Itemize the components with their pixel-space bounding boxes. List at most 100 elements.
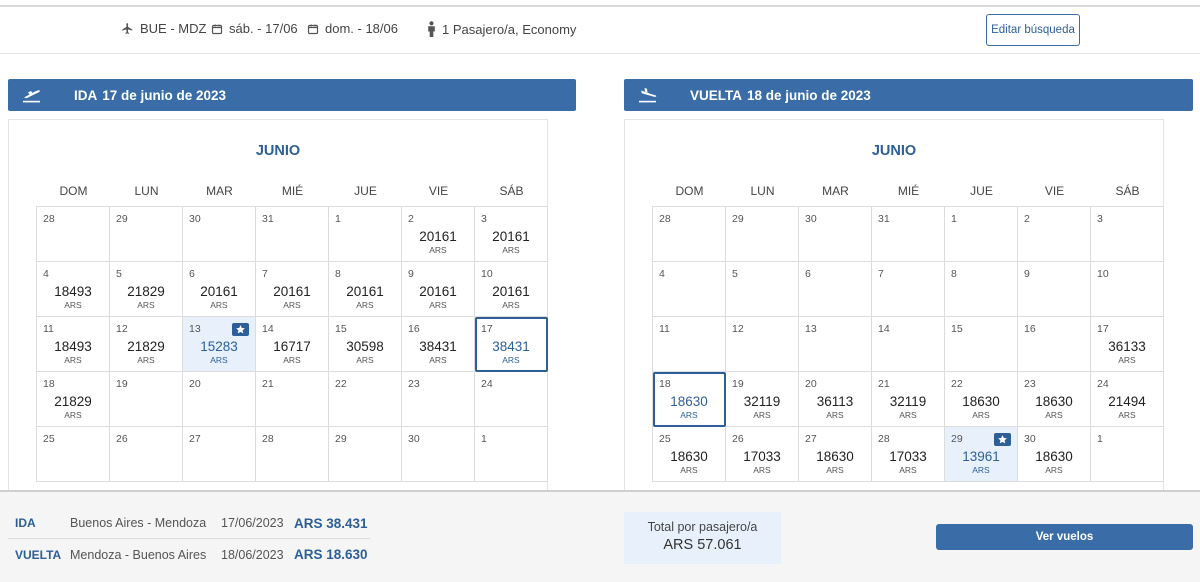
calendar-day-cell[interactable]: 9	[1018, 262, 1091, 317]
calendar-day-cell[interactable]: 25	[37, 427, 110, 482]
calendar-day-cell[interactable]: 28	[37, 207, 110, 262]
day-number: 23	[408, 378, 420, 390]
star-badge-icon	[994, 433, 1011, 446]
calendar-day-cell[interactable]: 7	[872, 262, 945, 317]
day-price: 38431	[492, 339, 530, 354]
calendar-day-cell[interactable]: 8	[945, 262, 1018, 317]
calendar-day-cell[interactable]: 10 20161 ARS	[475, 262, 548, 317]
calendar-day-cell[interactable]: 31	[872, 207, 945, 262]
calendar-day-cell[interactable]: 23	[402, 372, 475, 427]
calendar-day-cell[interactable]: 29	[110, 207, 183, 262]
calendar-day-cell[interactable]: 8 20161 ARS	[329, 262, 402, 317]
calendar-day-cell[interactable]: 20	[183, 372, 256, 427]
calendar-day-cell[interactable]: 12 21829 ARS	[110, 317, 183, 372]
return-leg-label: VUELTA	[690, 87, 742, 103]
calendar-day-cell[interactable]: 30	[799, 207, 872, 262]
calendar-day-cell[interactable]: 22	[329, 372, 402, 427]
calendar-day-cell[interactable]: 15 30598 ARS	[329, 317, 402, 372]
calendar-day-cell[interactable]: 27 18630 ARS	[799, 427, 872, 482]
calendar-day-cell[interactable]: 14 16717 ARS	[256, 317, 329, 372]
calendar-day-cell-selected[interactable]: 17 38431 ARS	[475, 317, 548, 372]
calendar-day-cell[interactable]: 16	[1018, 317, 1091, 372]
currency-label: ARS	[680, 465, 698, 475]
calendar-day-cell[interactable]: 6	[799, 262, 872, 317]
calendar-day-cell[interactable]: 10	[1091, 262, 1164, 317]
calendar-day-cell[interactable]: 24 21494 ARS	[1091, 372, 1164, 427]
calendar-day-cell[interactable]: 1	[1091, 427, 1164, 482]
route-text: BUE - MDZ	[140, 21, 207, 36]
day-number: 25	[659, 433, 671, 445]
calendar-day-cell[interactable]: 16 38431 ARS	[402, 317, 475, 372]
calendar-day-cell-best-price[interactable]: 29 13961 ARS	[945, 427, 1018, 482]
star-badge-icon	[232, 323, 249, 336]
view-flights-button[interactable]: Ver vuelos	[936, 524, 1193, 550]
calendar-day-cell[interactable]: 21	[256, 372, 329, 427]
calendar-day-cell[interactable]: 17 36133 ARS	[1091, 317, 1164, 372]
calendar-day-cell[interactable]: 7 20161 ARS	[256, 262, 329, 317]
calendar-day-cell[interactable]: 1	[945, 207, 1018, 262]
calendar-day-cell-best-price[interactable]: 13 15283 ARS	[183, 317, 256, 372]
calendar-day-cell[interactable]: 22 18630 ARS	[945, 372, 1018, 427]
calendar-day-cell[interactable]: 18 21829 ARS	[37, 372, 110, 427]
passengers-text: 1 Pasajero/a, Economy	[442, 21, 577, 37]
calendar-day-cell[interactable]: 24	[475, 372, 548, 427]
edit-search-button[interactable]: Editar búsqueda	[986, 14, 1080, 46]
landing-icon	[638, 87, 678, 103]
calendar-day-cell[interactable]: 13	[799, 317, 872, 372]
calendar-day-cell[interactable]: 31	[256, 207, 329, 262]
calendar-day-cell[interactable]: 1	[329, 207, 402, 262]
calendar-day-cell[interactable]: 28	[256, 427, 329, 482]
day-number: 26	[116, 433, 128, 445]
calendar-day-cell[interactable]: 25 18630 ARS	[653, 427, 726, 482]
day-number: 3	[1097, 213, 1103, 225]
day-price: 20161	[492, 284, 530, 299]
calendar-day-cell[interactable]: 5	[726, 262, 799, 317]
calendar-day-cell[interactable]: 4 18493 ARS	[37, 262, 110, 317]
calendar-day-cell[interactable]: 11	[653, 317, 726, 372]
calendar-day-cell[interactable]: 29	[329, 427, 402, 482]
return-month-title: JUNIO	[871, 143, 917, 159]
calendar-day-cell-selected[interactable]: 18 18630 ARS	[653, 372, 726, 427]
person-icon	[427, 21, 436, 37]
calendar-day-cell[interactable]: 20 36113 ARS	[799, 372, 872, 427]
calendar-day-cell[interactable]: 5 21829 ARS	[110, 262, 183, 317]
day-number: 1	[481, 433, 487, 445]
calendar-day-cell[interactable]: 21 32119 ARS	[872, 372, 945, 427]
calendar-day-cell[interactable]: 6 20161 ARS	[183, 262, 256, 317]
day-price: 32119	[743, 394, 781, 409]
calendar-day-cell[interactable]: 30 18630 ARS	[1018, 427, 1091, 482]
calendar-day-cell[interactable]: 30	[183, 207, 256, 262]
calendar-day-cell[interactable]: 1	[475, 427, 548, 482]
day-price: 18493	[54, 284, 92, 299]
calendar-day-cell[interactable]: 3 20161 ARS	[475, 207, 548, 262]
day-number: 27	[189, 433, 201, 445]
calendar-day-cell[interactable]: 4	[653, 262, 726, 317]
day-number: 3	[481, 213, 487, 225]
calendar-day-cell[interactable]: 3	[1091, 207, 1164, 262]
calendar-day-cell[interactable]: 27	[183, 427, 256, 482]
outbound-weekday-row: DOM LUN MAR MIÉ JUE VIE SÁB	[37, 184, 548, 198]
day-number: 30	[1024, 433, 1036, 445]
calendar-day-cell[interactable]: 2 20161 ARS	[402, 207, 475, 262]
calendar-day-cell[interactable]: 19 32119 ARS	[726, 372, 799, 427]
day-price: 20161	[346, 284, 384, 299]
calendar-day-cell[interactable]: 15	[945, 317, 1018, 372]
outbound-header: IDA 17 de junio de 2023	[8, 79, 576, 111]
calendar-day-cell[interactable]: 19	[110, 372, 183, 427]
calendar-day-cell[interactable]: 28	[653, 207, 726, 262]
calendar-day-cell[interactable]: 11 18493 ARS	[37, 317, 110, 372]
calendar-day-cell[interactable]: 2	[1018, 207, 1091, 262]
calendar-day-cell[interactable]: 23 18630 ARS	[1018, 372, 1091, 427]
currency-label: ARS	[1045, 410, 1063, 420]
summary-leg-label: IDA	[15, 516, 36, 530]
calendar-day-cell[interactable]: 30	[402, 427, 475, 482]
calendar-day-cell[interactable]: 9 20161 ARS	[402, 262, 475, 317]
calendar-day-cell[interactable]: 14	[872, 317, 945, 372]
calendar-day-cell[interactable]: 26	[110, 427, 183, 482]
day-number: 20	[189, 378, 201, 390]
calendar-day-cell[interactable]: 12	[726, 317, 799, 372]
day-price: 21494	[1108, 394, 1146, 409]
calendar-day-cell[interactable]: 26 17033 ARS	[726, 427, 799, 482]
calendar-day-cell[interactable]: 28 17033 ARS	[872, 427, 945, 482]
calendar-day-cell[interactable]: 29	[726, 207, 799, 262]
